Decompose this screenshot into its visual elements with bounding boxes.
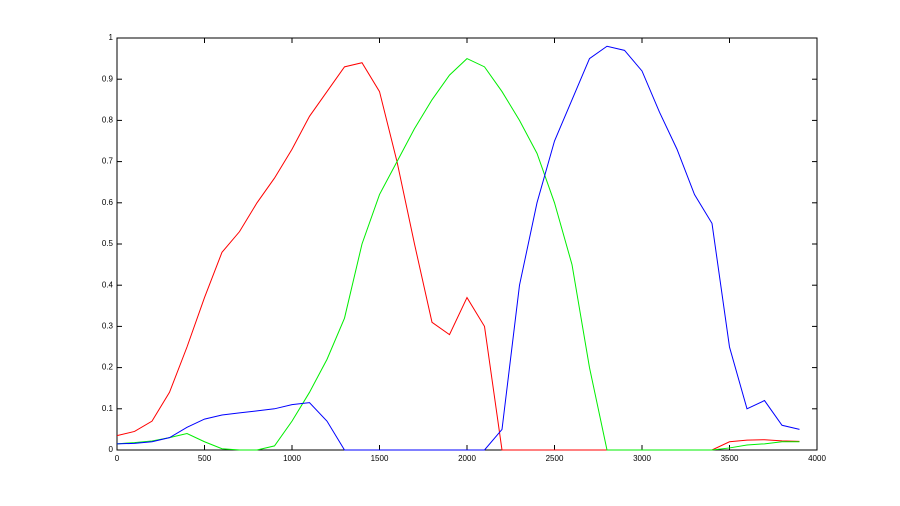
y-tick-label: 0.8: [102, 116, 114, 125]
y-tick-label: 0.5: [102, 239, 114, 248]
x-tick-label: 1500: [371, 454, 389, 463]
line-series: [116, 45, 800, 451]
x-tick-label: 3500: [721, 454, 739, 463]
x-tick-label: 2500: [546, 454, 564, 463]
x-tick-label: 4000: [808, 454, 826, 463]
y-tick-label: 0.4: [102, 280, 114, 289]
x-tick-label: 3000: [633, 454, 651, 463]
y-tick-label: 0.2: [102, 363, 114, 372]
x-tick-label: 1000: [283, 454, 301, 463]
y-tick-label: 0: [109, 445, 114, 454]
y-tick-label: 0.6: [102, 198, 114, 207]
y-tick-label: 0.3: [102, 322, 114, 331]
plot-frame: [116, 37, 818, 451]
y-tick-label: 0.9: [102, 74, 114, 83]
x-tick-label: 0: [115, 454, 120, 463]
x-tick-label: 500: [198, 454, 212, 463]
y-tick-label: 0.7: [102, 157, 114, 166]
line-series: [116, 58, 800, 451]
y-tick-label: 0.1: [102, 404, 114, 413]
x-tick-label: 2000: [458, 454, 476, 463]
y-tick-label: 1: [109, 33, 114, 42]
